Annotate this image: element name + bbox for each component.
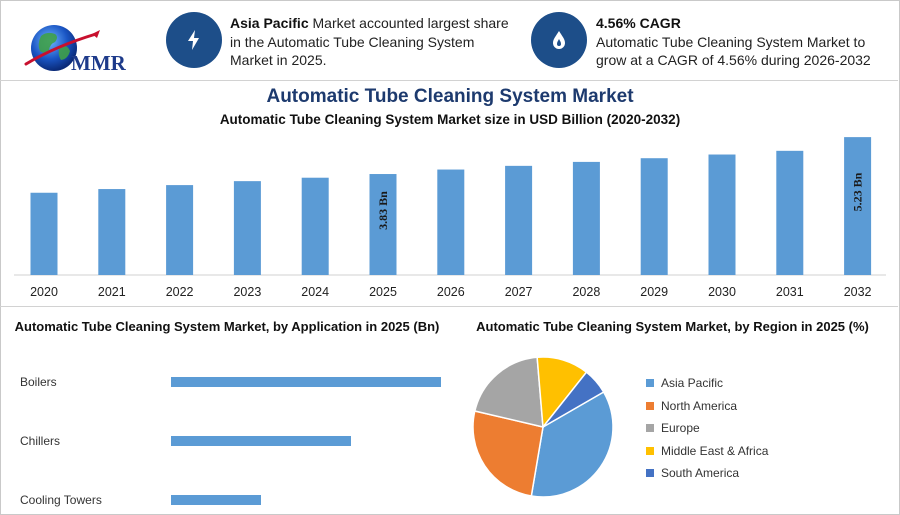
legend-label: North America xyxy=(661,398,738,413)
application-label: Boilers xyxy=(20,375,57,389)
x-tick-label: 2028 xyxy=(572,285,600,299)
bar-2026 xyxy=(437,169,465,275)
bar-2030 xyxy=(708,154,736,275)
application-bar-boilers xyxy=(171,377,441,387)
x-tick-label: 2024 xyxy=(301,285,329,299)
info-asia-pacific: Asia Pacific Market accounted largest sh… xyxy=(230,14,520,70)
legend-item: Europe xyxy=(646,417,768,440)
info-asia-pacific-text: Market accounted largest share in the Au… xyxy=(230,15,509,68)
middle-divider xyxy=(0,306,898,307)
x-tick-label: 2031 xyxy=(776,285,804,299)
legend-item: Middle East & Africa xyxy=(646,440,768,463)
x-tick-label: 2032 xyxy=(844,285,872,299)
legend-label: South America xyxy=(661,466,740,481)
legend-item: Asia Pacific xyxy=(646,372,768,395)
legend-swatch xyxy=(646,379,654,388)
legend-swatch xyxy=(646,446,654,455)
lightning-icon xyxy=(188,30,199,50)
application-bar-chart: Boilers Chillers Cooling Towers xyxy=(20,375,441,507)
legend-label: Europe xyxy=(661,421,700,436)
legend-label: Asia Pacific xyxy=(661,376,724,391)
market-size-bar-chart: 2020 2021 2022 2023 2024 2025 2026 2027 2028 2029… xyxy=(14,137,886,299)
legend-swatch xyxy=(646,424,654,433)
region-chart-title: Automatic Tube Cleaning System Market, b… xyxy=(476,319,869,334)
legend-swatch xyxy=(646,401,654,410)
legend-item: South America xyxy=(646,462,768,485)
flame-drop-icon xyxy=(553,31,565,49)
legend-label: Middle East & Africa xyxy=(661,443,769,458)
pie-slice-south-america xyxy=(542,371,605,428)
application-bar-chillers xyxy=(171,436,351,446)
x-tick-label: 2029 xyxy=(640,285,668,299)
application-bar-cooling-towers xyxy=(171,495,261,505)
x-tick-label: 2030 xyxy=(708,285,736,299)
bar-2027 xyxy=(505,165,533,275)
bar-chart-title: Automatic Tube Cleaning System Market si… xyxy=(219,112,681,127)
mmr-logo: MMR xyxy=(24,25,127,75)
bar-2031 xyxy=(776,150,804,275)
logo-text: MMR xyxy=(71,51,127,75)
bar-2021 xyxy=(98,189,126,275)
pie-slice-asia-pacific xyxy=(530,390,614,498)
x-tick-label: 2023 xyxy=(233,285,261,299)
bar-2024 xyxy=(301,177,329,275)
x-tick-label: 2025 xyxy=(369,285,397,299)
pie-slice-europe xyxy=(473,356,544,428)
x-tick-label: 2022 xyxy=(166,285,194,299)
bar-data-label: 5.23 Bn xyxy=(851,172,865,211)
bar-2023 xyxy=(233,181,261,275)
info-asia-pacific-bold: Asia Pacific xyxy=(230,15,309,31)
info-cagr: 4.56% CAGR Automatic Tube Cleaning Syste… xyxy=(596,14,891,70)
main-title: Automatic Tube Cleaning System Market xyxy=(266,86,634,107)
bar-2029 xyxy=(640,158,668,275)
header-divider xyxy=(0,80,898,81)
x-tick-label: 2026 xyxy=(437,285,465,299)
application-label: Chillers xyxy=(20,434,60,448)
legend-item: North America xyxy=(646,395,768,418)
lightning-badge xyxy=(166,12,222,68)
info-cagr-bold: 4.56% CAGR xyxy=(596,15,681,31)
pie-slice-north-america xyxy=(472,410,544,497)
x-tick-label: 2021 xyxy=(98,285,126,299)
bar-2020 xyxy=(30,192,58,275)
region-legend: Asia Pacific North America Europe Middle Ea… xyxy=(646,372,768,485)
application-chart-title: Automatic Tube Cleaning System Market, b… xyxy=(14,319,440,334)
application-label: Cooling Towers xyxy=(20,493,102,507)
legend-swatch xyxy=(646,469,654,478)
x-tick-label: 2027 xyxy=(505,285,533,299)
bar-2028 xyxy=(572,161,600,275)
bar-2032 xyxy=(844,137,872,275)
bar-2025 xyxy=(369,174,397,275)
bar-data-label: 3.83 Bn xyxy=(376,191,390,230)
x-tick-label: 2020 xyxy=(30,285,58,299)
flame-badge xyxy=(531,12,587,68)
info-cagr-text: Automatic Tube Cleaning System Market to… xyxy=(596,33,871,69)
bar-2022 xyxy=(166,185,194,275)
